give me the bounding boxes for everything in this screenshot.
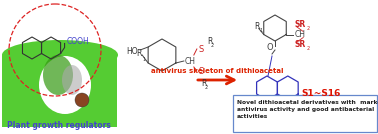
Text: S1~S16: S1~S16 [302,88,341,98]
Ellipse shape [43,55,73,95]
Text: Novel dithioacetal derivatives with  marked
antivirus activity and good antibact: Novel dithioacetal derivatives with mark… [237,100,378,119]
Ellipse shape [62,65,82,95]
Text: 2: 2 [205,85,208,90]
Text: COOH: COOH [67,37,89,46]
Text: HO: HO [126,46,138,55]
Text: R: R [207,36,212,46]
Text: R: R [201,79,206,88]
Text: O: O [267,44,273,53]
FancyBboxPatch shape [233,95,377,132]
Text: SR: SR [294,20,305,29]
Text: R: R [136,49,142,59]
Text: 1: 1 [260,29,263,34]
Circle shape [75,93,89,107]
Text: SR: SR [294,40,305,49]
Text: S: S [199,66,204,75]
Text: 2: 2 [211,43,214,48]
Text: CH: CH [294,30,305,39]
Text: 1: 1 [142,57,145,62]
Ellipse shape [39,56,91,114]
Text: R: R [254,22,259,31]
Text: 2: 2 [306,46,309,51]
Ellipse shape [2,40,118,70]
Text: CH: CH [185,57,196,66]
Text: 2: 2 [306,27,309,31]
Text: antivirus skeleton of dithioacetal: antivirus skeleton of dithioacetal [151,68,284,74]
Text: Plant growth regulators: Plant growth regulators [7,121,111,130]
FancyBboxPatch shape [2,55,117,127]
Text: S: S [199,44,204,53]
